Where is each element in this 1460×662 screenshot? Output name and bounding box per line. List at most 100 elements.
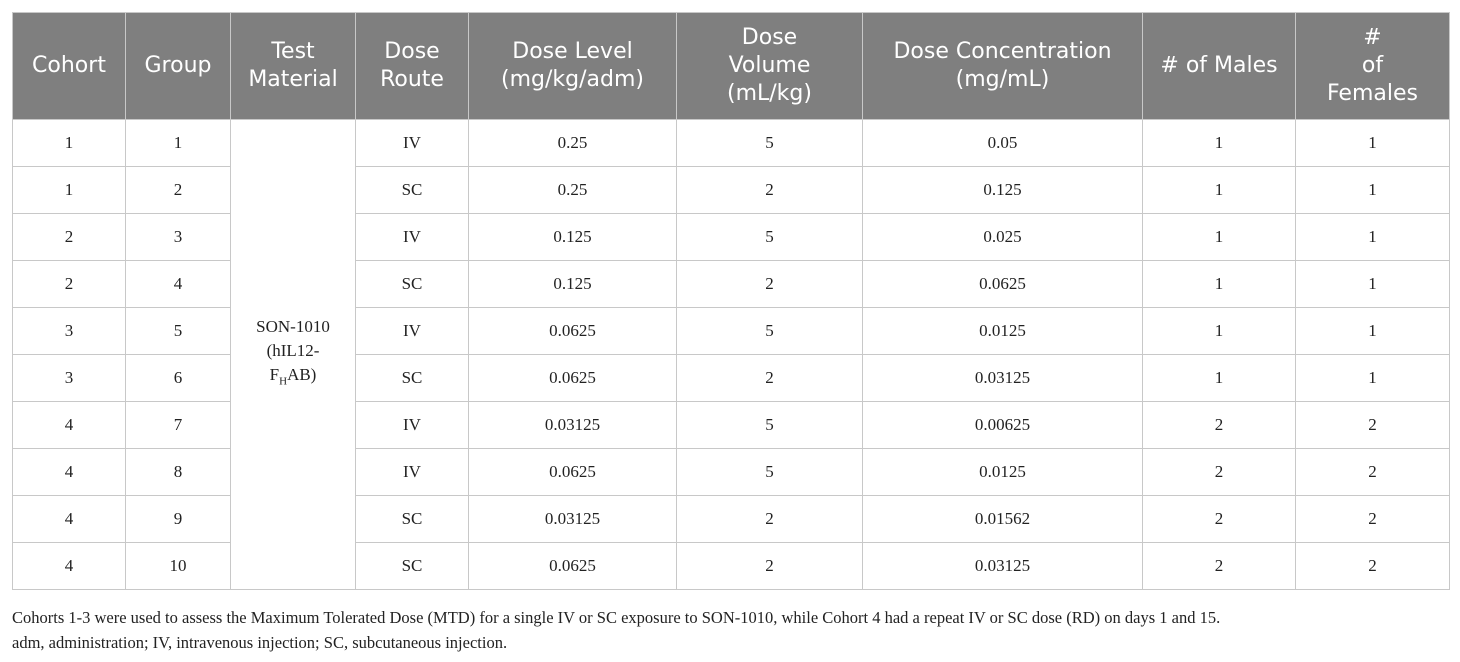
header-text: # of Males [1160, 53, 1278, 78]
cell-text: (hIL12- [266, 341, 320, 361]
table-cell: IV [355, 307, 469, 355]
table-cell: 1 [12, 166, 126, 214]
table-cell: 2 [1295, 495, 1450, 543]
header-text: Material [248, 67, 338, 92]
table-cell: 7 [125, 401, 231, 449]
table-cell: 0.25 [468, 119, 677, 167]
table-cell: IV [355, 119, 469, 167]
table-cell: 2 [1142, 542, 1296, 590]
table-row: 1 2 SC 0.25 2 0.125 1 1 [12, 166, 1450, 214]
table-cell: 5 [676, 119, 863, 167]
table-cell: SC [355, 166, 469, 214]
table-cell: 5 [676, 307, 863, 355]
table-cell: 2 [12, 260, 126, 308]
header-text: Dose [741, 25, 798, 50]
table-row: 4 9 SC 0.03125 2 0.01562 2 2 [12, 495, 1450, 543]
table-cell: 2 [676, 260, 863, 308]
table-cell: 0.03125 [862, 542, 1143, 590]
header-text: Dose Level [512, 39, 633, 64]
header-cell: Dose Volume (mL/kg) [676, 12, 863, 120]
table-cell: 3 [12, 354, 126, 402]
table-cell: 0.00625 [862, 401, 1143, 449]
table-cell: 1 [1295, 119, 1450, 167]
table-cell: 2 [1295, 542, 1450, 590]
header-text: Volume [728, 53, 811, 78]
table-cell: IV [355, 448, 469, 496]
header-cell: Dose Concentration (mg/mL) [862, 12, 1143, 120]
test-material-cell: SON-1010 (hIL12- FHAB) [230, 119, 356, 590]
table-cell: 2 [676, 542, 863, 590]
header-text: of [1361, 53, 1384, 78]
table-cell: 4 [125, 260, 231, 308]
header-text: (mL/kg) [727, 81, 812, 106]
table-cell: 2 [676, 495, 863, 543]
table-cell: 0.03125 [468, 401, 677, 449]
table-cell: 5 [676, 448, 863, 496]
table-cell: 1 [1295, 260, 1450, 308]
table-cell: 2 [12, 213, 126, 261]
table-cell: 3 [125, 213, 231, 261]
table-cell: 6 [125, 354, 231, 402]
table-cell: 4 [12, 542, 126, 590]
table-cell: 5 [125, 307, 231, 355]
table-row: 1 1 SON-1010 (hIL12- FHAB) IV 0.25 5 0.05 1 1 [12, 119, 1450, 590]
table-cell: 1 [1295, 307, 1450, 355]
table-cell: SC [355, 354, 469, 402]
header-cell: Group [125, 12, 231, 120]
header-text: Test [271, 39, 315, 64]
table-cell: 2 [676, 166, 863, 214]
table-cell: 0.125 [468, 213, 677, 261]
header-text: Route [380, 67, 444, 92]
header-text: # [1363, 25, 1382, 50]
table-cell: 0.0625 [468, 307, 677, 355]
table-cell: 1 [1295, 166, 1450, 214]
table-cell: 2 [1295, 401, 1450, 449]
header-text: Dose Concentration [893, 39, 1112, 64]
table-cell: 5 [676, 213, 863, 261]
table-cell: 1 [1142, 307, 1296, 355]
table-cell: 0.05 [862, 119, 1143, 167]
table-cell: 2 [676, 354, 863, 402]
table-cell: IV [355, 213, 469, 261]
header-text: (mg/kg/adm) [501, 67, 644, 92]
header-cell: # of Males [1142, 12, 1296, 120]
table-cell: 0.25 [468, 166, 677, 214]
footnotes: Cohorts 1-3 were used to assess the Maxi… [12, 605, 1220, 655]
table-cell: 0.01562 [862, 495, 1143, 543]
table-body: 1 1 SON-1010 (hIL12- FHAB) IV 0.25 5 0.05 1 1 1 2 SC 0… [12, 119, 1450, 590]
table-cell: 0.0625 [468, 542, 677, 590]
table-cell: 3 [12, 307, 126, 355]
table-cell: 2 [1295, 448, 1450, 496]
cell-text: SON-1010 [256, 317, 330, 337]
table-cell: SC [355, 260, 469, 308]
cell-text: F [269, 365, 280, 385]
table-cell: 2 [125, 166, 231, 214]
table-row: 3 6 SC 0.0625 2 0.03125 1 1 [12, 354, 1450, 402]
table-cell: 2 [1142, 401, 1296, 449]
header-cell: # of Females [1295, 12, 1450, 120]
table-cell: 1 [125, 119, 231, 167]
subscript: H [279, 375, 288, 388]
table-cell: SC [355, 495, 469, 543]
table-cell: 9 [125, 495, 231, 543]
table-cell: 8 [125, 448, 231, 496]
table-cell: 4 [12, 448, 126, 496]
table-row: 2 4 SC 0.125 2 0.0625 1 1 [12, 260, 1450, 308]
table-cell: 1 [1142, 119, 1296, 167]
table-cell: 10 [125, 542, 231, 590]
cell-text: AB) [287, 365, 317, 385]
table-cell: IV [355, 401, 469, 449]
header-cell: Test Material [230, 12, 356, 120]
table-cell: SC [355, 542, 469, 590]
header-row: Cohort Group Test Material Dose Route Dose Lev… [12, 12, 1450, 120]
table-row: 4 10 SC 0.0625 2 0.03125 2 2 [12, 542, 1450, 590]
table-cell: 1 [1142, 354, 1296, 402]
table-cell: 1 [1142, 166, 1296, 214]
header-text: Cohort [32, 53, 106, 78]
table-cell: 0.0125 [862, 448, 1143, 496]
table-cell: 1 [1295, 213, 1450, 261]
header-text: Dose [384, 39, 440, 64]
footnote: adm, administration; IV, intravenous inj… [12, 633, 508, 652]
data-table: Cohort Group Test Material Dose Route Dose Lev… [12, 12, 1450, 590]
